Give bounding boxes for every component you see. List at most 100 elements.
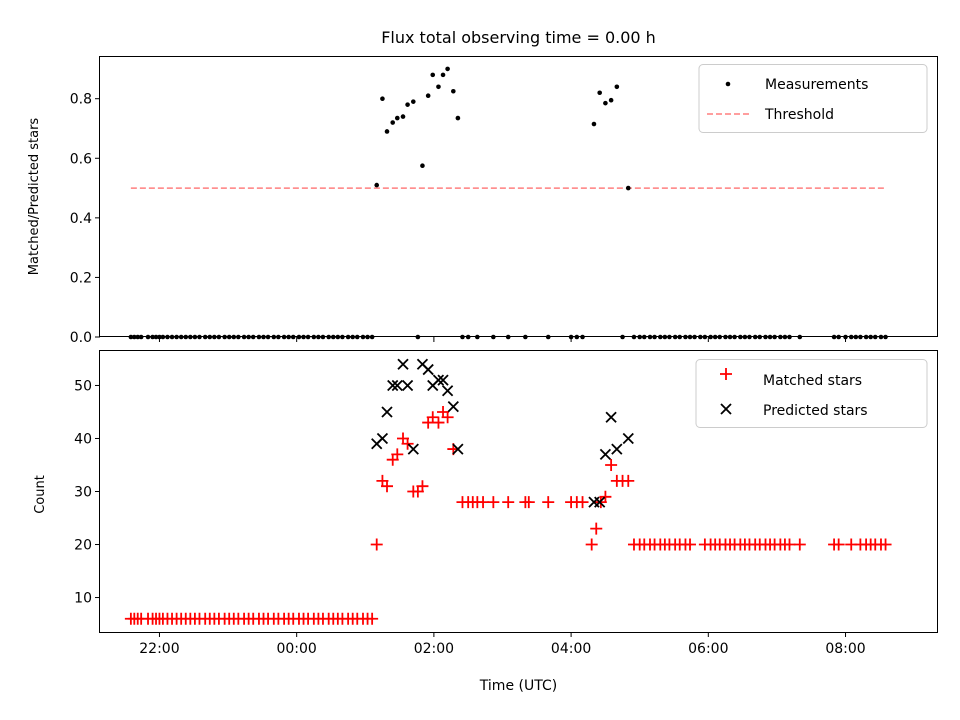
- predicted-star-point: [452, 443, 464, 455]
- predicted-star-point: [622, 432, 634, 445]
- y-tick-label: 0.6: [70, 151, 92, 167]
- ratio-legend-box: [698, 64, 928, 133]
- y-tick-label: 0.8: [70, 92, 92, 108]
- x-tick-label: 06:00: [688, 641, 728, 657]
- predicted-star-point: [432, 374, 445, 386]
- measurement-point: [608, 97, 614, 103]
- count-panel: Count Time (UTC) 22:00 00:00 02:00 04:00 06:…: [33, 350, 938, 694]
- matched-star-point: [576, 496, 589, 509]
- matched-star-point: [783, 538, 796, 551]
- y-tick-label: 0.4: [70, 211, 92, 227]
- matched-legend-marker: [720, 368, 732, 380]
- measurement-point: [411, 99, 416, 104]
- measurement-point: [380, 96, 385, 102]
- matched-star-point: [416, 480, 429, 493]
- x-tick-label: 00:00: [276, 641, 316, 657]
- predicted-star-point: [381, 406, 393, 418]
- matched-star-point: [401, 437, 414, 450]
- y-tick-label: 0.2: [70, 270, 92, 286]
- measurement-point: [440, 72, 446, 78]
- ratio-legend: Measurements Threshold: [698, 64, 928, 133]
- matched-star-point: [684, 538, 697, 551]
- matched-legend-label: Matched stars: [763, 373, 862, 389]
- predicted-star-point: [441, 385, 454, 397]
- measurement-point: [374, 182, 380, 188]
- measurement-point: [425, 93, 431, 99]
- matched-star-point: [522, 496, 535, 509]
- matched-star-point: [366, 612, 379, 625]
- measurement-point: [400, 114, 406, 119]
- predicted-star-point: [447, 401, 459, 413]
- y-tick-label: 20: [74, 538, 92, 554]
- measurement-point: [455, 115, 461, 121]
- y-tick-label: 10: [74, 591, 92, 607]
- predicted-star-point: [376, 432, 389, 445]
- x-tick-label: 02:00: [414, 641, 454, 657]
- matched-star-point: [487, 496, 500, 509]
- measurement-point: [394, 115, 400, 121]
- predicted-star-point: [407, 443, 419, 455]
- measurement-point: [603, 100, 608, 106]
- matched-star-point: [370, 538, 383, 551]
- predicted-star-point: [397, 358, 409, 370]
- y-tick-label: 30: [74, 485, 92, 501]
- matched-star-point: [605, 458, 618, 471]
- measurement-point: [614, 84, 620, 90]
- y-tick-label: 0.0: [70, 330, 92, 346]
- predicted-legend-marker: [720, 403, 732, 415]
- ratio-plot-frame: [99, 56, 938, 337]
- measurement-point: [420, 163, 425, 169]
- measurement-point: [445, 66, 450, 72]
- count-legend: Matched stars Predicted stars: [695, 359, 928, 428]
- matched-star-point: [426, 411, 439, 424]
- chart-title: Flux total observing time = 0.00 h: [381, 28, 656, 47]
- x-tick-label: 04:00: [551, 641, 591, 657]
- y-tick-label: 40: [74, 431, 92, 447]
- matched-star-point: [432, 416, 445, 429]
- matched-star-point: [832, 538, 845, 551]
- measurement-point: [591, 121, 597, 127]
- matched-star-point: [879, 538, 892, 551]
- y-tick-label: 50: [74, 378, 92, 394]
- measurement-point: [597, 90, 602, 96]
- measurement-point: [451, 88, 456, 94]
- matched-star-point: [542, 496, 555, 509]
- predicted-star-point: [391, 379, 403, 392]
- ratio-panel: Flux total observing time = 0.00 h Match…: [27, 28, 938, 346]
- matched-star-point: [590, 522, 603, 535]
- predicted-star-point: [605, 411, 617, 423]
- predicted-star-point: [437, 374, 449, 386]
- count-axes: 22:00 00:00 02:00 04:00 06:00 08:00 10 20 30 40 50: [74, 378, 866, 657]
- matched-star-point: [477, 496, 490, 509]
- predicted-star-point: [387, 379, 399, 392]
- count-legend-box: [695, 359, 928, 428]
- matched-star-point: [391, 448, 404, 461]
- measurement-point: [384, 129, 390, 134]
- measurement-point: [405, 102, 410, 107]
- matched-star-point: [381, 480, 394, 493]
- x-tick-label: 22:00: [139, 641, 179, 657]
- measurements-legend-marker: [725, 81, 731, 87]
- count-plot-frame: [99, 350, 938, 633]
- matched-star-point: [585, 538, 598, 551]
- measurement-point: [625, 185, 631, 191]
- predicted-star-point: [594, 496, 606, 508]
- y-axis-label-count: Count: [33, 475, 48, 514]
- measurement-point: [430, 72, 436, 78]
- matched-star-point: [622, 474, 635, 487]
- predicted-legend-label: Predicted stars: [763, 403, 868, 419]
- matched-star-point: [793, 538, 806, 551]
- ratio-axes: 0.0 0.2 0.4 0.6 0.8: [70, 92, 847, 346]
- count-plot-marks: [124, 358, 892, 625]
- predicted-star-point: [401, 379, 414, 392]
- measurement-point: [390, 120, 396, 125]
- x-axis-label: Time (UTC): [479, 678, 557, 694]
- predicted-star-point: [599, 448, 612, 461]
- threshold-legend-label: Threshold: [764, 107, 834, 123]
- matched-star-point: [502, 496, 515, 509]
- x-tick-label: 08:00: [825, 641, 865, 657]
- matched-star-point: [441, 411, 454, 424]
- y-axis-label-ratio: Matched/Predicted stars: [27, 118, 42, 276]
- measurement-point: [436, 84, 441, 90]
